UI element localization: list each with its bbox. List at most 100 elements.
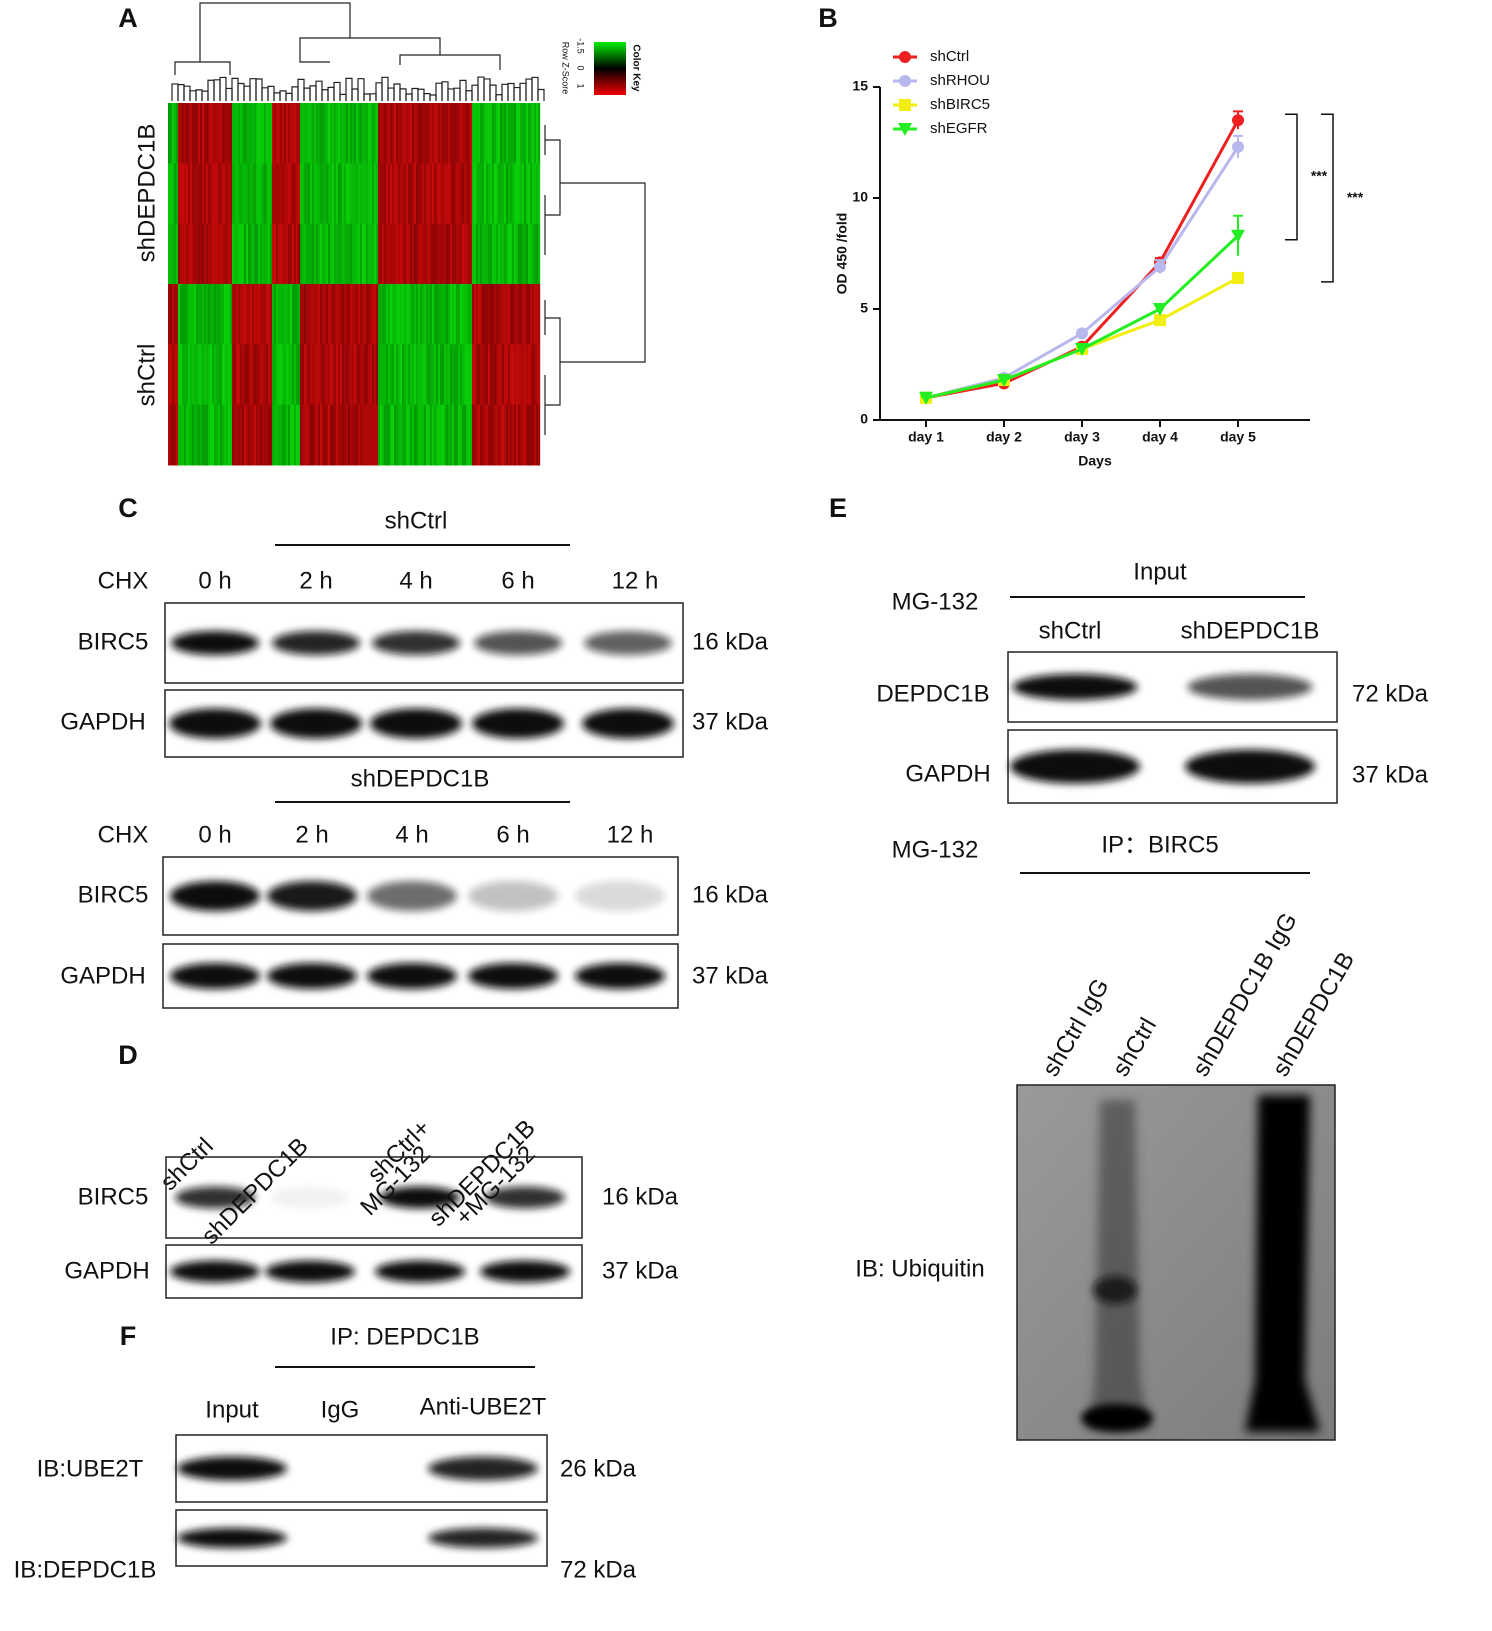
band (485, 1186, 565, 1209)
heat-cell (240, 163, 243, 225)
heat-cell (482, 163, 485, 225)
heat-cell (262, 284, 265, 345)
heat-cell (468, 163, 471, 225)
bracket (1285, 113, 1298, 241)
heat-cell (448, 344, 451, 406)
heat-cell (390, 404, 393, 466)
heat-cell (264, 223, 267, 285)
heat-cell (336, 223, 339, 285)
heat-cell (338, 163, 341, 225)
heat-cell (400, 163, 403, 225)
timepoint-label: 2 h (295, 821, 328, 848)
heat-cell (514, 103, 517, 164)
heat-cell (502, 284, 505, 345)
heat-cell (538, 404, 541, 466)
heat-cell (296, 404, 299, 466)
heat-cell (228, 223, 231, 285)
heat-cell (474, 284, 477, 345)
heat-cell (446, 103, 449, 164)
band (170, 963, 260, 989)
heat-cell (408, 163, 411, 225)
heat-cell (496, 103, 499, 164)
heat-cell (178, 223, 181, 285)
heat-cell (190, 284, 193, 345)
timepoint-label: 4 h (399, 567, 432, 594)
heat-cell (474, 404, 477, 466)
heat-cell (512, 103, 515, 164)
heat-cell (366, 344, 369, 406)
heat-cell (264, 284, 267, 345)
band (267, 963, 357, 989)
heat-cell (178, 284, 181, 345)
heat-cell (300, 284, 303, 345)
heat-cell (372, 344, 375, 406)
heat-cell (202, 163, 205, 225)
heat-cell (332, 284, 335, 345)
heat-cell (340, 404, 343, 466)
heat-cell (328, 163, 331, 225)
heat-cell (404, 223, 407, 285)
heat-cell (288, 284, 291, 345)
heat-cell (388, 344, 391, 406)
heat-cell (474, 223, 477, 285)
heat-cell (370, 404, 373, 466)
heat-cell (216, 103, 219, 164)
heat-cell (468, 223, 471, 285)
panel-label: B (818, 3, 838, 33)
heat-cell (502, 223, 505, 285)
timepoint-label: 12 h (612, 567, 659, 594)
heat-cell (480, 103, 483, 164)
y-tick-label: 0 (860, 411, 868, 427)
color-key (594, 42, 626, 95)
heat-cell (410, 404, 413, 466)
heat-cell (242, 223, 245, 285)
heat-cell (360, 284, 363, 345)
heat-cell (356, 344, 359, 406)
heat-cell (222, 404, 225, 466)
heat-cell (256, 284, 259, 345)
heat-cell (462, 344, 465, 406)
heat-cell (220, 344, 223, 406)
heat-cell (290, 404, 293, 466)
heat-cell (174, 163, 177, 225)
heat-cell (366, 284, 369, 345)
heat-cell (244, 103, 247, 164)
heat-cell (392, 103, 395, 164)
heat-cell (458, 103, 461, 164)
heat-cell (286, 103, 289, 164)
heat-cell (264, 103, 267, 164)
heat-cell (242, 284, 245, 345)
heat-cell (322, 103, 325, 164)
heat-cell (532, 163, 535, 225)
heat-cell (386, 344, 389, 406)
heat-cell (362, 223, 365, 285)
heat-cell (188, 163, 191, 225)
heat-cell (436, 284, 439, 345)
heat-cell (312, 223, 315, 285)
heat-cell (346, 404, 349, 466)
heat-cell (470, 404, 473, 466)
heat-cell (520, 223, 523, 285)
heat-cell (248, 103, 251, 164)
heat-cell (370, 223, 373, 285)
heat-cell (364, 284, 367, 345)
heat-cell (182, 103, 185, 164)
heat-cell (522, 103, 525, 164)
heat-cell (538, 223, 541, 285)
heat-cell (464, 223, 467, 285)
heat-cell (422, 284, 425, 345)
heat-cell (410, 103, 413, 164)
heat-cell (226, 223, 229, 285)
heat-cell (394, 284, 397, 345)
heat-cell (412, 404, 415, 466)
band (169, 708, 261, 739)
heat-cell (388, 404, 391, 466)
heat-cell (246, 284, 249, 345)
heat-cell (396, 223, 399, 285)
heat-cell (356, 284, 359, 345)
heat-cell (430, 163, 433, 225)
heat-cell (240, 344, 243, 406)
heat-cell (182, 223, 185, 285)
heat-cell (418, 344, 421, 406)
heat-cell (232, 163, 235, 225)
